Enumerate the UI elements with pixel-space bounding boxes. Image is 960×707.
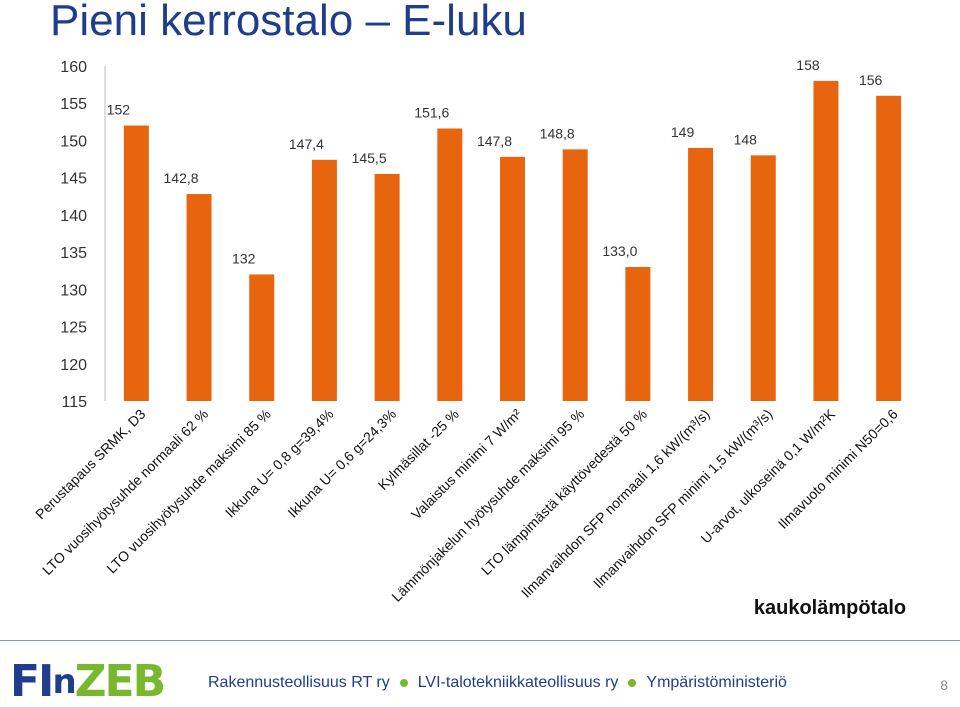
y-tick-label: 160 bbox=[60, 59, 87, 76]
data-label: 132 bbox=[232, 250, 256, 266]
y-tick-label: 125 bbox=[60, 320, 87, 337]
data-label: 142,8 bbox=[164, 170, 199, 186]
category-label: U-arvot, ulkoseinä 0,1 W/m²K bbox=[697, 405, 838, 546]
bar-chart: 115 120 125 130 135 140 145 150 155 160 152 Perusta… bbox=[32, 57, 906, 619]
data-label: 149 bbox=[671, 124, 695, 140]
y-tick-label: 145 bbox=[60, 171, 87, 188]
footer-org-rt: Rakennusteollisuus RT ry bbox=[208, 674, 390, 691]
bar bbox=[750, 155, 776, 401]
y-tick-label: 155 bbox=[60, 96, 87, 113]
data-label: 148,8 bbox=[540, 125, 575, 141]
y-tick-label: 130 bbox=[60, 282, 87, 299]
data-label: 156 bbox=[859, 72, 883, 88]
footer-organizations: Rakennusteollisuus RT ry LVI-talotekniik… bbox=[208, 674, 787, 692]
bar bbox=[625, 267, 651, 401]
bar bbox=[249, 274, 275, 401]
bar bbox=[813, 80, 839, 401]
category-label: Ikkuna U= 0,8 g=39,4% bbox=[222, 406, 337, 521]
page-title: Pieni kerrostalo – E-luku bbox=[50, 0, 527, 45]
y-tick-label: 120 bbox=[60, 357, 87, 374]
footer-divider bbox=[0, 640, 960, 641]
data-label: 158 bbox=[796, 57, 820, 73]
y-tick-label: 150 bbox=[60, 133, 87, 150]
y-tick-label: 115 bbox=[61, 394, 87, 411]
logo-n-text: n bbox=[52, 662, 76, 702]
y-tick-label: 140 bbox=[60, 208, 87, 225]
data-label: 145,5 bbox=[352, 150, 387, 166]
bar bbox=[123, 125, 149, 402]
bar bbox=[186, 194, 212, 401]
y-tick-label: 135 bbox=[60, 245, 87, 262]
category-label: Perustapaus SRMK, D3 bbox=[32, 406, 149, 523]
bullet-dot-icon bbox=[399, 679, 408, 687]
data-label: 147,8 bbox=[477, 133, 512, 149]
data-label: 148 bbox=[734, 131, 758, 147]
category-label: Valaistus minimi 7 W/m² bbox=[408, 406, 525, 523]
page-number: 8 bbox=[940, 677, 948, 693]
chart-annotation: kaukolämpötalo bbox=[754, 597, 906, 619]
category-label: Ilmavuoto minimi N50=0,6 bbox=[775, 406, 901, 532]
logo-fi-text: FI bbox=[10, 656, 54, 707]
bar bbox=[562, 149, 588, 401]
bar bbox=[437, 128, 463, 402]
footer-org-ym: Ympäristöministeriö bbox=[646, 674, 787, 691]
bar bbox=[311, 159, 337, 401]
finzeb-logo: FI n ZEB bbox=[10, 656, 166, 707]
bar bbox=[374, 173, 400, 401]
footer-org-lvi: LVI-talotekniikkateollisuus ry bbox=[417, 674, 619, 691]
bar bbox=[500, 156, 525, 401]
bar bbox=[876, 95, 902, 402]
category-label: Ikkuna U= 0,6 g=24,3% bbox=[284, 406, 399, 521]
data-label: 133,0 bbox=[602, 243, 637, 259]
bullet-dot-icon bbox=[628, 679, 637, 687]
logo-zeb-text: ZEB bbox=[74, 656, 166, 707]
data-label: 147,4 bbox=[289, 136, 324, 152]
data-label: 152 bbox=[107, 102, 131, 118]
bar bbox=[688, 147, 714, 401]
data-label: 151,6 bbox=[414, 105, 449, 121]
